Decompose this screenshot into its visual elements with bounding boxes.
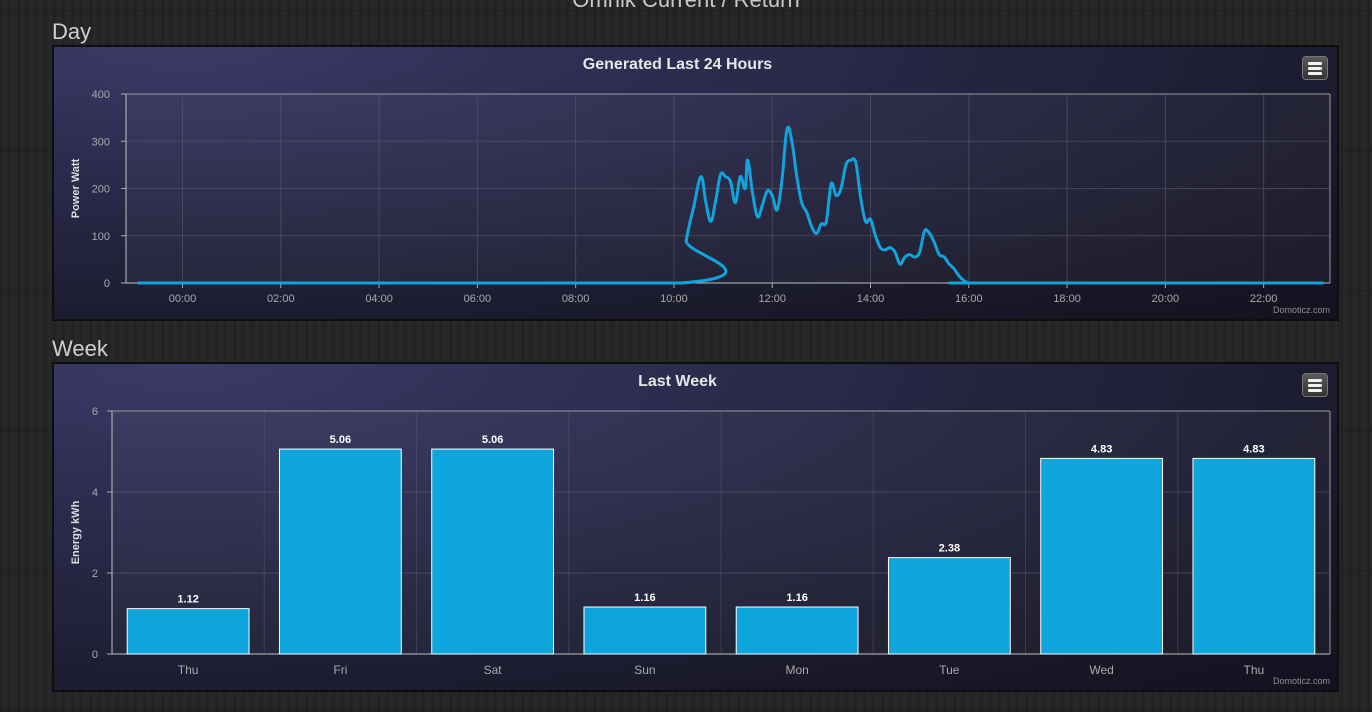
- x-tick-label: 16:00: [955, 293, 983, 305]
- y-tick-label: 2: [92, 568, 98, 580]
- y-tick-label: 400: [92, 89, 110, 101]
- bar-data-label: 5.06: [482, 434, 503, 446]
- week-bar-chart: 0 2 4 6 1.12 Thu 5.06 Fri 5.06 Sat 1.16 Sun 1.16 Mon 2…: [70, 373, 1331, 686]
- week-chart-menu-button[interactable]: [1302, 373, 1328, 397]
- bar-data-label: 5.06: [330, 434, 351, 446]
- bar-data-label: 1.12: [177, 594, 198, 606]
- x-tick-label: Thu: [1244, 663, 1265, 677]
- x-tick-label: 04:00: [365, 293, 393, 305]
- bar-wed-6: [1040, 457, 1164, 655]
- bar-thu-0: [126, 608, 250, 655]
- x-tick-label: 22:00: [1250, 293, 1278, 305]
- x-tick-label: Wed: [1089, 663, 1113, 677]
- y-tick-label: 0: [104, 278, 110, 290]
- y-axis-title: Power Watt: [70, 158, 82, 218]
- bar-thu-7: [1192, 457, 1316, 655]
- x-tick-label: 18:00: [1053, 293, 1081, 305]
- x-tick-label: 12:00: [758, 293, 786, 305]
- y-tick-label: 100: [92, 231, 110, 243]
- page-title: Omnik Current / Return: [0, 0, 1372, 13]
- day-line-chart: 0 100 200 300 400 00:00 02:00 04:00 06:00 08:00 10…: [70, 56, 1331, 315]
- x-tick-label: 02:00: [267, 293, 295, 305]
- y-tick-label: 6: [92, 406, 98, 418]
- bar-data-label: 1.16: [786, 592, 807, 604]
- chart-title: Generated Last 24 Hours: [583, 56, 773, 73]
- x-tick-label: Sat: [484, 663, 503, 677]
- y-axis-title: Energy kWh: [70, 500, 82, 564]
- bar-fri-1: [278, 448, 402, 655]
- x-tick-label: Tue: [939, 663, 960, 677]
- x-tick-label: 06:00: [464, 293, 492, 305]
- x-tick-label: 14:00: [857, 293, 885, 305]
- x-tick-label: Mon: [785, 663, 808, 677]
- bar-data-label: 2.38: [939, 543, 960, 555]
- day-chart-menu-button[interactable]: [1302, 56, 1328, 80]
- chart-credit: Domoticz.com: [1273, 676, 1330, 686]
- chart-credit: Domoticz.com: [1273, 305, 1330, 315]
- x-tick-label: 08:00: [562, 293, 590, 305]
- y-tick-label: 4: [92, 487, 98, 499]
- bar-data-label: 1.16: [634, 592, 655, 604]
- bar-data-label: 4.83: [1091, 443, 1112, 455]
- x-tick-label: 20:00: [1152, 293, 1180, 305]
- bar-data-label: 4.83: [1243, 443, 1264, 455]
- y-tick-label: 0: [92, 649, 98, 661]
- chart-title: Last Week: [638, 373, 717, 390]
- section-label-day: Day: [52, 19, 92, 44]
- x-tick-label: Thu: [178, 663, 199, 677]
- x-tick-label: 10:00: [660, 293, 688, 305]
- power-series-line: [136, 125, 1325, 285]
- y-tick-label: 300: [92, 136, 110, 148]
- section-label-week: Week: [52, 336, 108, 361]
- bar-tue-5: [887, 557, 1011, 655]
- x-tick-label: Sun: [634, 663, 655, 677]
- week-chart-panel: 0 2 4 6 1.12 Thu 5.06 Fri 5.06 Sat 1.16 Sun 1.16 Mon 2…: [52, 362, 1339, 692]
- x-tick-label: 00:00: [169, 293, 197, 305]
- bar-mon-4: [735, 606, 859, 655]
- x-tick-label: Fri: [333, 663, 347, 677]
- y-tick-label: 200: [92, 184, 110, 196]
- bar-sun-3: [583, 606, 707, 655]
- bar-sat-2: [431, 448, 555, 655]
- day-chart-panel: 0 100 200 300 400 00:00 02:00 04:00 06:00 08:00 10…: [52, 45, 1339, 321]
